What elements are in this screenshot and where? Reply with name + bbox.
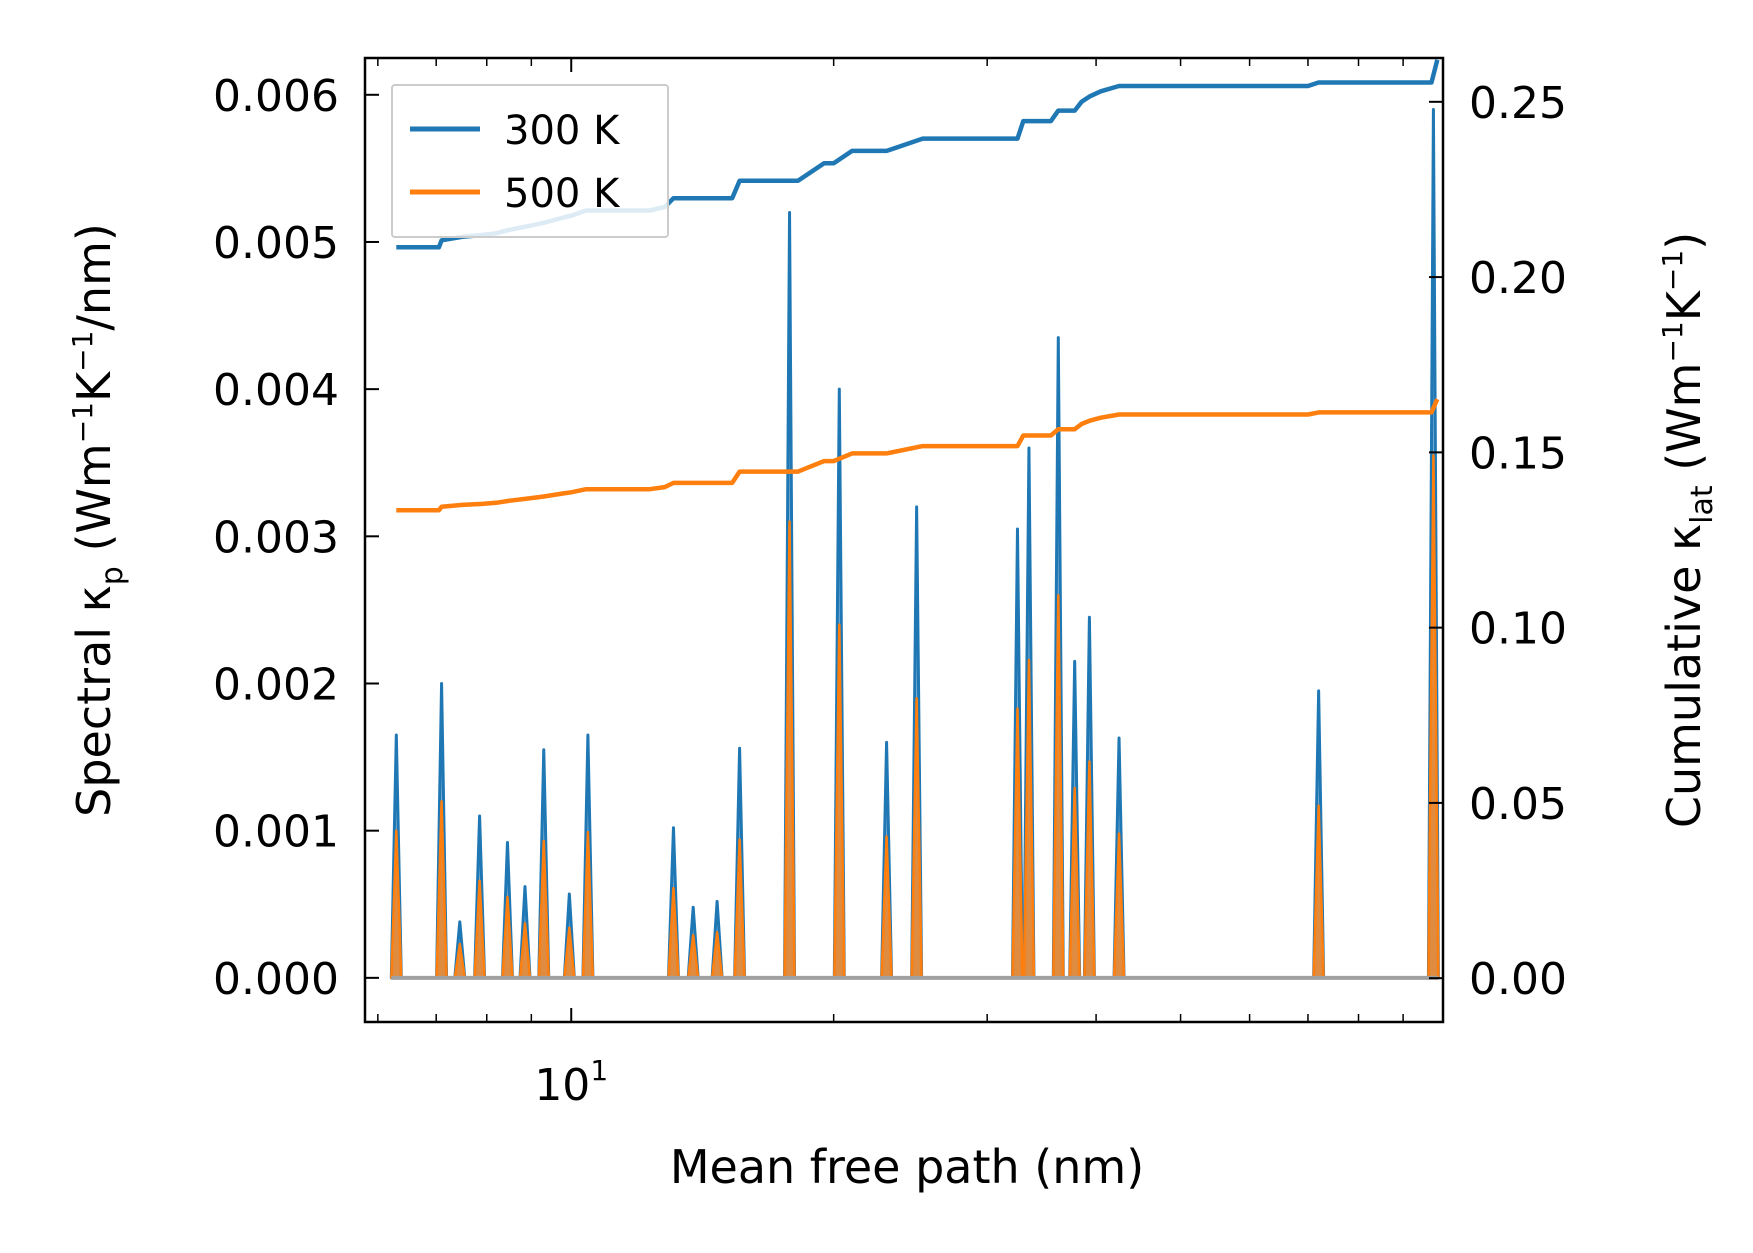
legend-frame <box>391 84 669 238</box>
y-right-tick-label: 0.10 <box>1469 604 1567 655</box>
spectral-series-500k <box>390 454 1440 980</box>
y-left-tick-label: 0.000 <box>213 954 339 1005</box>
plot-frame <box>363 56 1445 1024</box>
legend-label-500k: 500 K <box>504 171 621 217</box>
y-left-tick-label: 0.006 <box>213 71 339 122</box>
x-tick-label-exponent: 1 <box>590 1054 608 1087</box>
y-right-tick-label: 0.20 <box>1469 253 1567 304</box>
legend: 300 K 500 K <box>391 84 669 238</box>
y-right-tick-label: 0.15 <box>1469 428 1567 479</box>
y-left-tick-label: 0.005 <box>213 218 339 269</box>
x-tick-label-base: 10 <box>534 1060 590 1111</box>
y-axis-label-right: Cumulative κlat (Wm−1K−1) <box>1656 232 1720 828</box>
y-right-tick-label: 0.00 <box>1469 954 1567 1005</box>
y-left-tick-label: 0.002 <box>213 659 339 710</box>
legend-label-300k: 300 K <box>504 108 621 154</box>
plot-layer <box>389 59 1440 980</box>
axes-layer: 0.000 0.001 0.002 0.003 0.004 0.005 0.006 0.00 0… <box>213 56 1567 1111</box>
y-right-tick-label: 0.25 <box>1469 78 1567 129</box>
y-right-tick-label: 0.05 <box>1469 779 1567 830</box>
y-left-tick-label: 0.003 <box>213 512 339 563</box>
cumulative-line-500k <box>396 398 1440 513</box>
x-axis-label: Mean free path (nm) <box>670 1140 1144 1194</box>
y-left-tick-label: 0.004 <box>213 365 339 416</box>
y-left-tick-label: 0.001 <box>213 807 339 858</box>
y-axis-label-left: Spectral κp (Wm−1K−1/nm) <box>66 223 130 817</box>
x-tick-label: 101 <box>534 1054 608 1111</box>
plot-area <box>389 59 1440 980</box>
